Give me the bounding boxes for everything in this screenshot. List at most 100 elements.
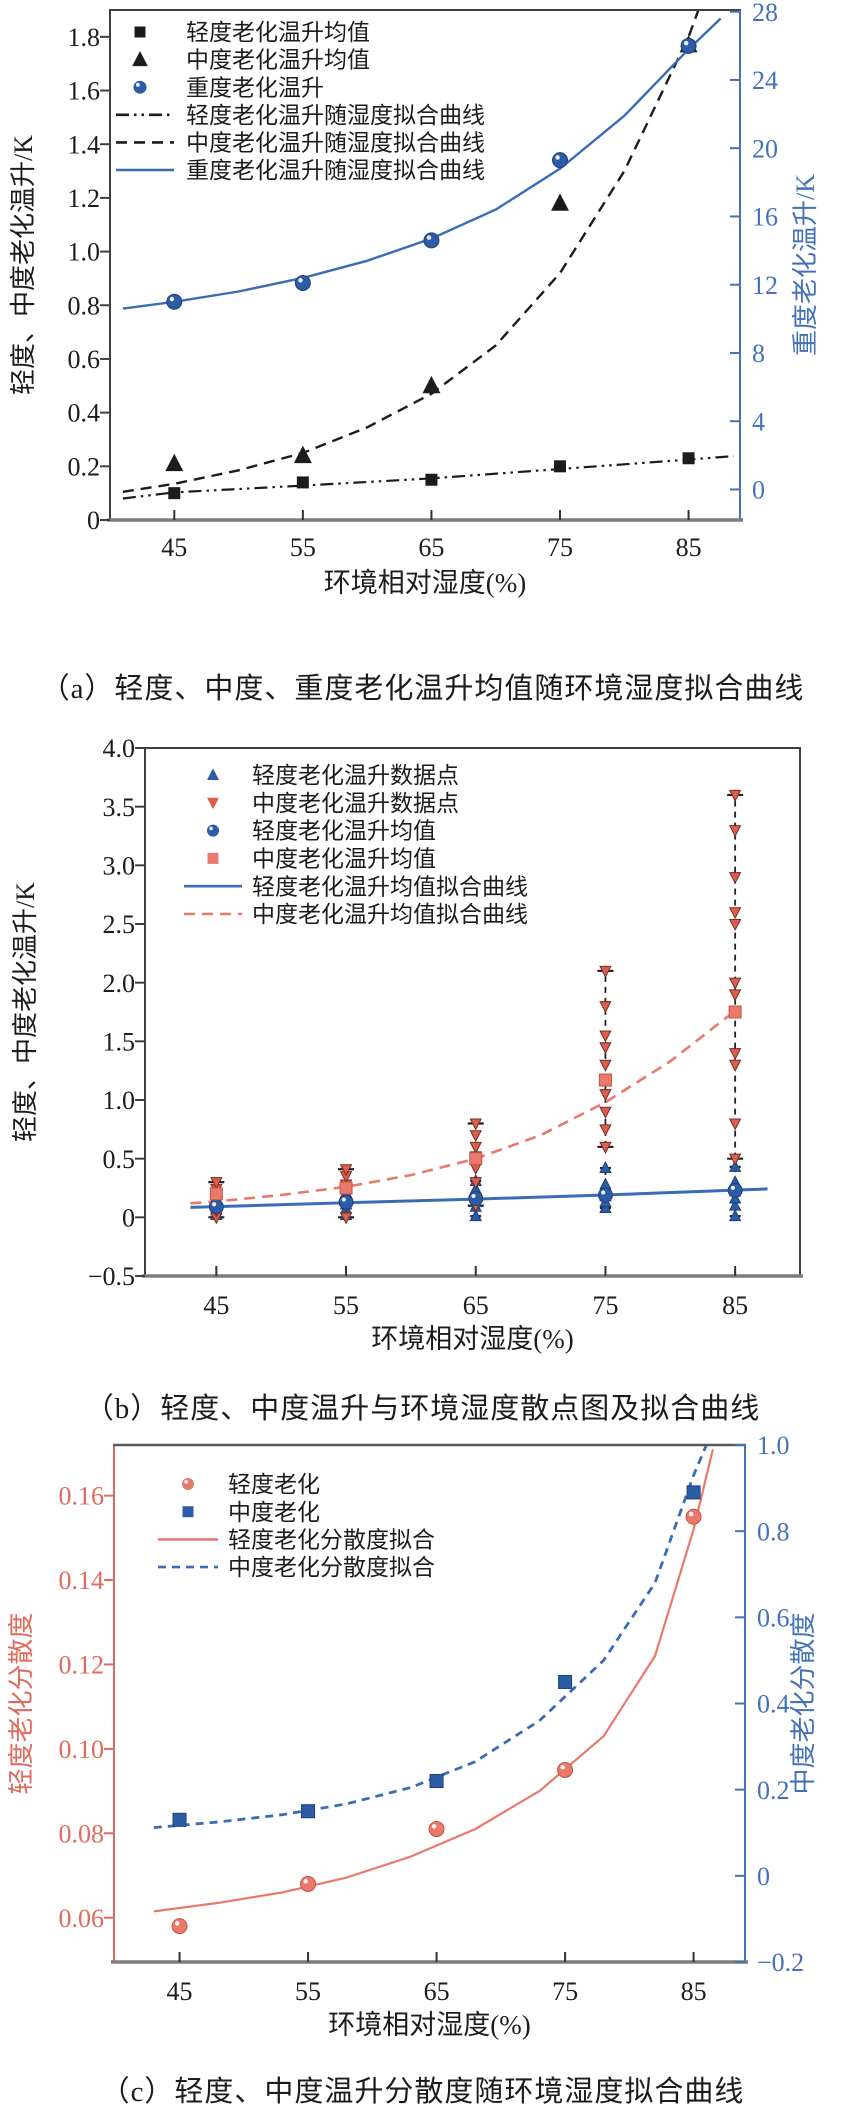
y-left-tick-label: 0.06 (59, 1904, 105, 1933)
y-left-tick-label: −0.5 (88, 1262, 135, 1291)
x-tick-label: 75 (552, 1977, 578, 2006)
chart-a-axes: 45 55 65 75 85 0 0.2 0.4 0.6 0.8 1.0 1.2 1.4 1.6 1.8 0 4… (9, 0, 820, 598)
y-right-tick-label: 0 (752, 476, 765, 505)
x-tick-label: 65 (418, 533, 444, 562)
legend-label: 重度老化温升 (186, 75, 324, 100)
y-right-tick-label: 1.0 (757, 1431, 790, 1460)
y-right-tick-label: 8 (752, 339, 765, 368)
y-right-tick-label: 20 (752, 134, 778, 163)
y-right-axis-title: 中度老化分散度 (789, 1612, 818, 1794)
y-right-tick-label: 0.4 (757, 1690, 790, 1719)
x-axis-title: 环境相对湿度(%) (328, 2010, 530, 2040)
legend-label: 中度老化温升均值拟合曲线 (252, 902, 528, 927)
legend-label: 重度老化温升随湿度拟合曲线 (186, 158, 485, 183)
series-moderate-points (172, 1485, 701, 1827)
series-moderate-fit (153, 1444, 708, 1829)
y-left-tick-label: 0.16 (59, 1482, 105, 1511)
x-tick-label: 75 (547, 533, 573, 562)
y-left-tick-label: 4.0 (103, 734, 136, 763)
x-tick-label: 65 (463, 1291, 489, 1320)
y-left-tick-label: 0.14 (59, 1566, 105, 1595)
legend-label: 轻度老化 (228, 1472, 320, 1497)
series-moderate-mean (165, 34, 698, 472)
y-left-tick-label: 1.0 (68, 238, 101, 267)
x-tick-label: 55 (290, 533, 316, 562)
y-right-tick-label: 12 (752, 271, 778, 300)
y-right-tick-label: −0.2 (757, 1948, 804, 1977)
y-left-tick-label: 1.8 (68, 23, 101, 52)
y-left-tick-label: 0.5 (103, 1145, 136, 1174)
legend-label: 轻度老化温升均值拟合曲线 (252, 874, 528, 899)
y-left-axis-title: 轻度、中度老化温升/K (9, 135, 38, 395)
chart-a-frame (107, 9, 743, 522)
y-left-tick-label: 3.5 (103, 793, 136, 822)
y-right-tick-label: 4 (752, 407, 765, 436)
chart-b-frame (142, 747, 803, 1278)
legend-label: 中度老化温升数据点 (252, 791, 459, 816)
x-tick-label: 65 (424, 1977, 450, 2006)
x-tick-label: 45 (167, 1977, 193, 2006)
legend-label: 轻度老化分散度拟合 (228, 1527, 435, 1552)
series-light-fit (153, 1448, 714, 1913)
x-tick-label: 85 (722, 1291, 748, 1320)
x-tick-label: 85 (681, 1977, 707, 2006)
y-right-tick-label: 0 (757, 1862, 770, 1891)
chart-a-legend: 轻度老化温升均值中度老化温升均值重度老化温升轻度老化温升随湿度拟合曲线中度老化温… (116, 20, 485, 183)
series-severe-points (166, 37, 697, 310)
chart-b-axes: 45 55 65 75 85 −0.5 0 0.5 1.0 1.5 2.0 2.5 3.0 3.5 4.0 环… (11, 734, 748, 1354)
chart-b-series (190, 789, 768, 1225)
chart-b-legend: 轻度老化温升数据点中度老化温升数据点轻度老化温升均值中度老化温升均值轻度老化温升… (184, 763, 528, 927)
y-left-tick-label: 2.0 (103, 969, 136, 998)
x-tick-label: 45 (161, 533, 187, 562)
series-light-points (171, 1508, 702, 1935)
chart-c-canvas: 45 55 65 75 85 0.06 0.08 0.10 0.12 0.14 0.16 −0.2 0 0… (7, 1431, 818, 2040)
y-left-tick-label: 0.4 (68, 399, 101, 428)
y-left-tick-label: 1.4 (68, 130, 101, 159)
legend-label: 中度老化 (228, 1500, 320, 1525)
y-left-tick-label: 0.8 (68, 291, 101, 320)
x-tick-label: 85 (676, 533, 702, 562)
y-right-tick-label: 28 (752, 0, 778, 27)
chart-a-canvas: 45 55 65 75 85 0 0.2 0.4 0.6 0.8 1.0 1.2 1.4 1.6 1.8 0 4… (9, 0, 820, 598)
y-right-tick-label: 0.2 (757, 1776, 790, 1805)
y-left-tick-label: 2.5 (103, 910, 136, 939)
x-tick-label: 75 (592, 1291, 618, 1320)
series-light-mean (168, 452, 695, 500)
caption-a: （a）轻度、中度、重度老化温升均值随环境湿度拟合曲线 (40, 673, 805, 705)
x-tick-label: 55 (295, 1977, 321, 2006)
caption-b: （b）轻度、中度温升与环境湿度散点图及拟合曲线 (84, 1393, 761, 1425)
y-right-tick-label: 16 (752, 203, 778, 232)
legend-label: 轻度老化温升均值 (186, 20, 370, 45)
y-left-tick-label: 0.10 (59, 1735, 105, 1764)
chart-c-axes: 45 55 65 75 85 0.06 0.08 0.10 0.12 0.14 0.16 −0.2 0 0… (7, 1431, 818, 2040)
y-left-tick-label: 0.08 (59, 1819, 105, 1848)
chart-c-frame (111, 1443, 748, 1964)
y-left-tick-label: 0.6 (68, 345, 101, 374)
legend-label: 轻度老化温升数据点 (252, 763, 459, 788)
x-tick-label: 45 (203, 1291, 229, 1320)
y-right-tick-label: 0.6 (757, 1603, 790, 1632)
series-light-mean (208, 1182, 743, 1215)
chart-c-series (153, 1444, 714, 1935)
y-left-tick-label: 1.0 (103, 1086, 136, 1115)
legend-label: 中度老化分散度拟合 (228, 1555, 435, 1580)
y-left-tick-label: 3.0 (103, 851, 136, 880)
y-left-tick-label: 0 (87, 506, 100, 535)
legend-label: 轻度老化温升均值 (252, 819, 436, 844)
y-left-tick-label: 1.5 (103, 1027, 136, 1056)
series-moderate-fit (190, 1009, 736, 1205)
y-right-axis-title: 重度老化温升/K (791, 174, 820, 356)
chart-b-canvas: 45 55 65 75 85 −0.5 0 0.5 1.0 1.5 2.0 2.5 3.0 3.5 4.0 环… (11, 734, 803, 1354)
legend-label: 中度老化温升均值 (252, 846, 436, 871)
series-moderate-fit (122, 9, 701, 493)
x-axis-title: 环境相对湿度(%) (324, 568, 526, 598)
y-right-tick-label: 24 (752, 66, 778, 95)
y-left-tick-label: 1.6 (68, 77, 101, 106)
x-axis-title: 环境相对湿度(%) (371, 1324, 573, 1354)
y-left-axis-title: 轻度、中度老化温升/K (11, 882, 40, 1142)
y-left-tick-label: 0.12 (59, 1651, 105, 1680)
y-left-axis-title: 轻度老化分散度 (7, 1612, 36, 1794)
y-left-tick-label: 0.2 (68, 452, 101, 481)
